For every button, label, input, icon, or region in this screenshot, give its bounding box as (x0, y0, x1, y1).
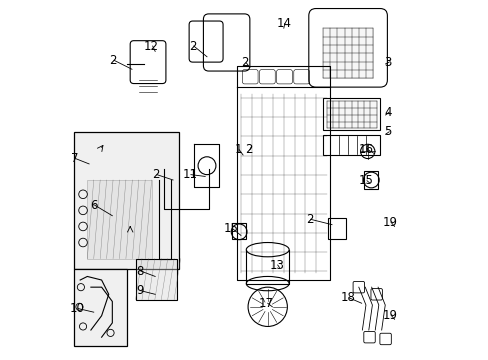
Text: 12: 12 (144, 40, 159, 53)
Text: 13: 13 (269, 258, 284, 271)
Text: 15: 15 (358, 174, 373, 187)
Bar (135, 258, 176, 300)
Text: 18: 18 (340, 291, 355, 305)
Text: 2: 2 (109, 54, 117, 67)
Text: 2: 2 (305, 213, 313, 226)
Bar (74, 132, 179, 269)
Text: 6: 6 (89, 198, 97, 212)
Text: 19: 19 (382, 309, 397, 321)
Text: 9: 9 (136, 284, 143, 297)
Text: 5: 5 (384, 125, 391, 138)
Text: 14: 14 (276, 17, 291, 30)
Text: 16: 16 (358, 143, 373, 156)
Text: 2: 2 (241, 56, 248, 69)
Bar (326, 102, 376, 128)
Text: 10: 10 (70, 302, 84, 315)
Bar (323, 135, 380, 155)
Bar (231, 223, 246, 239)
Text: 19: 19 (382, 216, 397, 229)
Text: 2: 2 (188, 40, 196, 53)
Text: 4: 4 (384, 105, 391, 119)
Bar (323, 28, 372, 78)
Text: 17: 17 (259, 297, 274, 310)
Bar (323, 98, 380, 130)
Text: 8: 8 (136, 265, 143, 278)
Text: 1: 1 (234, 143, 242, 156)
Text: 15: 15 (223, 222, 238, 235)
Text: 7: 7 (71, 152, 78, 165)
Text: 2: 2 (244, 143, 252, 156)
Bar (135, 258, 176, 300)
Text: 2: 2 (152, 168, 160, 181)
Text: 3: 3 (384, 55, 391, 69)
Bar (328, 218, 345, 239)
Bar (87, 180, 151, 258)
Bar (364, 171, 378, 189)
Text: 11: 11 (182, 168, 197, 181)
Bar (74, 269, 127, 346)
